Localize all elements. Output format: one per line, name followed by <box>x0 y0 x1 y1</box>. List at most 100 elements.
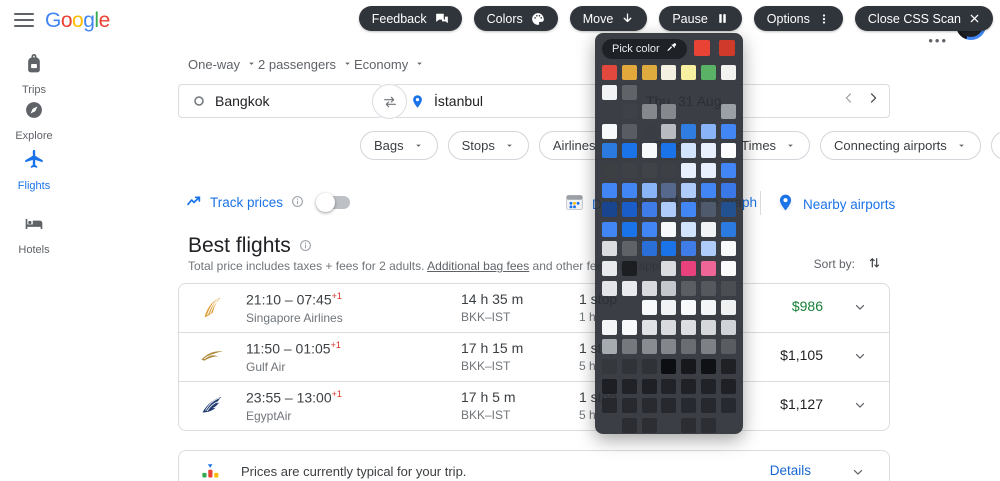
color-swatch[interactable] <box>661 280 677 296</box>
color-swatch[interactable] <box>661 378 677 394</box>
color-swatch[interactable] <box>700 162 716 178</box>
color-swatch[interactable] <box>661 182 677 198</box>
color-swatch[interactable] <box>641 319 657 335</box>
color-swatch[interactable] <box>621 123 637 139</box>
color-swatch[interactable] <box>681 202 697 218</box>
color-swatch[interactable] <box>700 241 716 257</box>
color-swatch[interactable] <box>602 84 617 100</box>
color-swatch[interactable] <box>621 339 637 355</box>
color-swatch[interactable] <box>700 280 716 296</box>
color-swatch[interactable] <box>720 143 736 159</box>
color-swatch[interactable] <box>661 162 677 178</box>
color-swatch[interactable] <box>681 398 697 414</box>
origin-field[interactable]: Bangkok <box>178 84 382 118</box>
color-swatch[interactable] <box>681 300 697 316</box>
cabin-class-select[interactable]: Economy <box>354 57 425 72</box>
pause-button[interactable]: Pause <box>659 6 742 31</box>
feedback-button[interactable]: Feedback <box>358 6 462 31</box>
color-swatch[interactable] <box>641 280 657 296</box>
chevron-down-icon[interactable] <box>851 465 865 481</box>
color-swatch[interactable] <box>661 241 677 257</box>
price-insight-card[interactable]: Prices are currently typical for your tr… <box>178 450 890 481</box>
sidebar-item-trips[interactable]: Trips <box>4 54 64 96</box>
color-swatch[interactable] <box>681 241 697 257</box>
color-swatch[interactable] <box>621 162 637 178</box>
flight-row[interactable]: 21:10 – 07:45+1 Singapore Airlines 14 h 35… <box>179 284 889 333</box>
filter-chip-more[interactable]: More <box>990 131 1000 160</box>
color-swatch[interactable] <box>641 202 657 218</box>
color-swatch[interactable] <box>602 280 617 296</box>
sidebar-item-explore[interactable]: Explore <box>4 100 64 142</box>
color-swatch[interactable] <box>641 162 657 178</box>
color-swatch[interactable] <box>661 104 677 120</box>
color-swatch[interactable] <box>700 65 716 80</box>
menu-icon[interactable] <box>14 13 34 27</box>
color-swatch[interactable] <box>641 417 657 433</box>
sidebar-item-flights[interactable]: Flights <box>4 148 64 192</box>
color-swatch[interactable] <box>681 378 697 394</box>
color-swatch[interactable] <box>661 123 677 139</box>
color-swatch[interactable] <box>720 339 736 355</box>
color-swatch[interactable] <box>621 221 637 237</box>
options-button[interactable]: Options <box>753 6 843 31</box>
color-swatch[interactable] <box>661 143 677 159</box>
color-swatch[interactable] <box>700 182 716 198</box>
color-swatch[interactable] <box>641 241 657 257</box>
color-swatch[interactable] <box>700 319 716 335</box>
next-date-icon[interactable] <box>866 91 880 110</box>
color-swatch[interactable] <box>700 300 716 316</box>
color-swatch[interactable] <box>602 378 617 394</box>
color-swatch[interactable] <box>641 221 657 237</box>
color-swatch[interactable] <box>694 40 710 56</box>
color-swatch[interactable] <box>681 260 697 276</box>
color-swatch[interactable] <box>661 358 677 374</box>
color-swatch[interactable] <box>602 241 617 257</box>
color-swatch[interactable] <box>700 398 716 414</box>
expand-flight-icon[interactable] <box>853 398 867 417</box>
color-swatch[interactable] <box>720 280 736 296</box>
filter-chip-connecting-airports[interactable]: Connecting airports <box>820 131 981 160</box>
color-swatch[interactable] <box>621 417 637 433</box>
color-swatch[interactable] <box>641 358 657 374</box>
color-swatch[interactable] <box>641 65 657 80</box>
color-swatch[interactable] <box>720 319 736 335</box>
color-swatch[interactable] <box>720 202 736 218</box>
color-swatch[interactable] <box>602 319 617 335</box>
move-button[interactable]: Move <box>569 6 648 31</box>
color-swatch[interactable] <box>720 241 736 257</box>
color-swatch[interactable] <box>681 280 697 296</box>
color-swatch[interactable] <box>641 398 657 414</box>
sort-control[interactable]: Sort by: <box>814 255 882 273</box>
color-swatch[interactable] <box>661 339 677 355</box>
color-swatch[interactable] <box>661 300 677 316</box>
color-swatch[interactable] <box>681 162 697 178</box>
color-swatch[interactable] <box>621 202 637 218</box>
color-swatch[interactable] <box>700 378 716 394</box>
bag-fees-link[interactable]: Additional bag fees <box>427 259 530 273</box>
color-swatch[interactable] <box>661 65 677 80</box>
expand-flight-icon[interactable] <box>853 300 867 319</box>
color-swatch[interactable] <box>700 123 716 139</box>
color-swatch[interactable] <box>621 260 637 276</box>
color-swatch[interactable] <box>602 339 617 355</box>
color-swatch[interactable] <box>661 398 677 414</box>
color-swatch[interactable] <box>641 339 657 355</box>
color-swatch[interactable] <box>681 339 697 355</box>
color-swatch[interactable] <box>641 300 657 316</box>
color-swatch[interactable] <box>681 358 697 374</box>
color-swatch[interactable] <box>720 358 736 374</box>
color-swatch[interactable] <box>621 358 637 374</box>
color-swatch[interactable] <box>602 260 617 276</box>
nearby-airports-button[interactable]: Nearby airports <box>776 193 895 215</box>
color-swatch[interactable] <box>720 260 736 276</box>
passengers-select[interactable]: 2 passengers <box>258 57 353 72</box>
color-swatch[interactable] <box>720 65 736 80</box>
color-swatch[interactable] <box>661 221 677 237</box>
color-swatch[interactable] <box>700 143 716 159</box>
color-swatch[interactable] <box>621 280 637 296</box>
color-swatch[interactable] <box>602 143 617 159</box>
color-swatch[interactable] <box>641 143 657 159</box>
color-swatch[interactable] <box>621 143 637 159</box>
flight-row[interactable]: 23:55 – 13:00+1 EgyptAir 17 h 5 m BKK–IST 1 … <box>179 382 889 430</box>
color-swatch[interactable] <box>641 378 657 394</box>
